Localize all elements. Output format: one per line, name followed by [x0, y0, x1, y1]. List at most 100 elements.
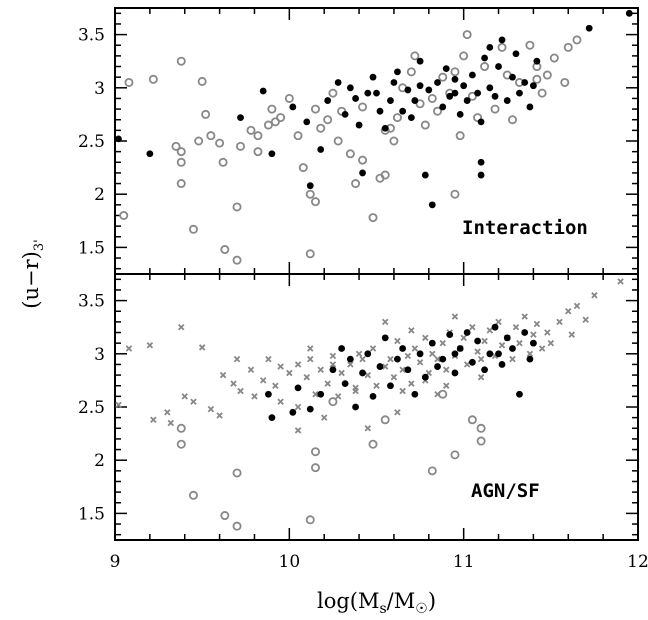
data-point-filled-circle [446, 331, 454, 339]
data-point-open-circle [427, 93, 437, 103]
data-point-filled-circle [352, 95, 359, 102]
data-point-open-circle [572, 35, 582, 45]
data-point-cross [399, 366, 406, 373]
data-point-open-circle [253, 147, 263, 157]
data-point-open-circle [316, 123, 326, 133]
data-point-cross [477, 373, 485, 381]
data-point-open-circle [298, 163, 308, 173]
data-point-filled-circle [399, 345, 407, 352]
data-point-filled-circle [341, 111, 349, 118]
data-point-filled-circle [421, 373, 429, 381]
data-point-filled-circle [526, 103, 534, 111]
data-point-cross [369, 345, 377, 352]
data-point-cross [303, 373, 311, 381]
data-point-cross [150, 416, 157, 424]
data-point-filled-circle [146, 150, 154, 158]
x-tick-label: 10 [279, 552, 301, 572]
data-point-filled-circle [451, 75, 459, 83]
data-point-cross [355, 350, 363, 358]
y-tick-label: 3 [94, 345, 105, 365]
data-point-filled-circle [268, 414, 276, 422]
data-point-filled-circle [521, 79, 529, 86]
data-point-open-circle [171, 141, 181, 151]
data-point-open-circle [124, 77, 134, 87]
data-point-open-circle [410, 51, 420, 61]
data-point-open-circle [232, 521, 242, 531]
data-point-open-circle [276, 113, 286, 123]
y-tick-label: 3.5 [78, 26, 105, 46]
x-tick-label: 12 [627, 552, 648, 572]
y-tick-label: 1.5 [78, 504, 105, 524]
data-point-filled-circle [306, 405, 314, 413]
data-point-open-circle [420, 120, 430, 130]
data-point-cross [167, 419, 175, 427]
data-point-filled-circle [404, 86, 412, 94]
data-point-open-circle [305, 249, 315, 259]
x-axis-title-sub: s [379, 601, 386, 617]
data-point-filled-circle [387, 382, 394, 390]
data-point-filled-circle [390, 79, 398, 86]
data-point-cross [181, 393, 188, 400]
data-point-cross [429, 350, 436, 358]
data-point-cross [582, 316, 589, 323]
data-point-cross [373, 382, 380, 389]
data-point-filled-circle [364, 350, 372, 358]
data-point-open-circle [427, 466, 437, 476]
data-point-open-circle [476, 436, 486, 446]
data-point-open-circle [284, 93, 294, 103]
data-point-cross [408, 380, 415, 387]
data-point-cross [442, 382, 450, 389]
data-point-filled-circle [481, 54, 488, 62]
data-point-filled-circle [399, 107, 407, 115]
data-point-cross [219, 371, 227, 379]
data-point-open-circle [220, 245, 230, 255]
data-point-open-circle [188, 490, 198, 500]
data-point-filled-circle [394, 355, 401, 363]
data-point-cross [272, 382, 279, 389]
data-point-open-circle [368, 213, 378, 223]
data-point-filled-circle [495, 350, 502, 358]
data-point-open-circle [176, 56, 186, 66]
data-point-open-circle [194, 136, 204, 146]
data-point-cross [404, 352, 412, 360]
data-point-filled-circle [373, 89, 380, 97]
data-point-filled-circle [491, 92, 499, 100]
data-point-filled-circle [434, 79, 441, 86]
tick-labels: 1.5 2 2.5 3 3.5 1.5 2 2.5 3 3.5 9 10 11 12 [78, 26, 648, 572]
data-point-filled-circle [530, 339, 537, 347]
data-point-filled-circle [512, 50, 520, 58]
data-point-filled-circle [498, 36, 506, 44]
data-point-open-circle [560, 77, 570, 87]
data-point-open-circle [176, 147, 186, 157]
data-point-cross [463, 361, 471, 368]
data-point-filled-circle [486, 43, 494, 51]
data-point-filled-circle [428, 201, 436, 209]
data-point-filled-circle [439, 103, 447, 111]
data-point-cross [320, 414, 328, 421]
data-point-cross [237, 387, 244, 395]
data-point-filled-circle [303, 118, 311, 126]
ticks-top [114, 8, 639, 274]
panel-interaction: Interaction [114, 7, 639, 275]
data-point-cross [164, 409, 171, 416]
data-point-cross [338, 369, 345, 377]
data-point-open-circle [467, 91, 477, 101]
data-point-open-circle [246, 125, 256, 135]
data-point-filled-circle [416, 82, 424, 90]
data-point-filled-circle [237, 114, 244, 121]
data-point-open-circle [220, 511, 230, 521]
data-point-filled-circle [477, 171, 485, 179]
data-point-cross [408, 327, 415, 334]
points-top [115, 9, 633, 265]
data-point-filled-circle [387, 97, 394, 104]
data-point-open-circle [218, 157, 228, 167]
data-point-open-circle [232, 468, 242, 478]
data-point-open-circle [206, 131, 216, 141]
data-point-cross [317, 366, 324, 373]
x-axis-title-part: ) [428, 589, 436, 613]
y-tick-label: 2.5 [78, 398, 105, 418]
data-point-filled-circle [468, 358, 476, 366]
data-point-filled-circle [486, 84, 494, 92]
data-point-filled-circle [334, 79, 342, 86]
data-point-filled-circle [394, 68, 401, 76]
